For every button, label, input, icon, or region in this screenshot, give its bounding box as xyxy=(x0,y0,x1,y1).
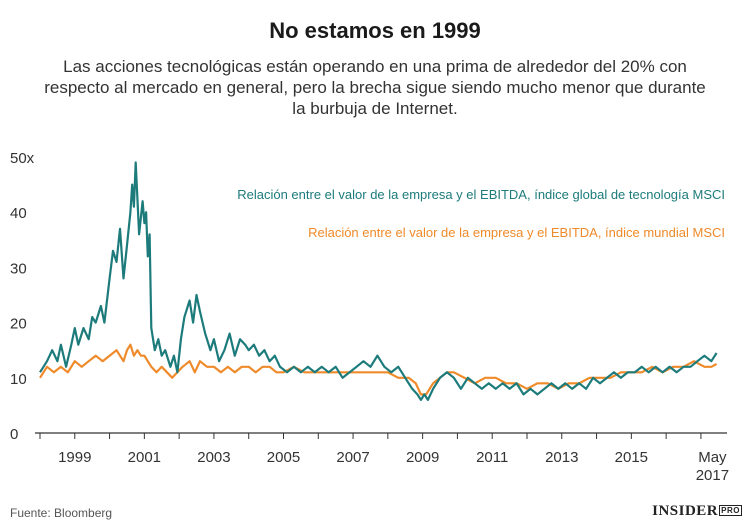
x-tick-label: 2007 xyxy=(336,449,369,466)
series-line-tech xyxy=(39,161,718,401)
x-tick-label: 2011 xyxy=(476,449,508,466)
y-tick-label: 20 xyxy=(10,316,27,333)
x-tick-label: 2013 xyxy=(545,449,578,466)
source-note: Fuente: Bloomberg xyxy=(10,506,113,520)
x-tick-label: 1999 xyxy=(58,449,91,466)
legend-label-tech: Relación entre el valor de la empresa y … xyxy=(237,187,725,202)
y-tick-label: 50x xyxy=(10,150,35,167)
chart-subtitle: Las acciones tecnológicas están operando… xyxy=(44,57,706,118)
y-tick-label: 40 xyxy=(10,205,27,222)
logo-badge: PRO xyxy=(719,505,742,516)
x-tick-label: May 2017 xyxy=(696,449,729,484)
legend-label-world: Relación entre el valor de la empresa y … xyxy=(308,225,725,240)
x-tick-label: 2009 xyxy=(406,449,439,466)
chart-title: No estamos en 1999 xyxy=(269,18,481,43)
y-tick-label: 10 xyxy=(10,371,27,388)
x-tick-label: 2015 xyxy=(615,449,648,466)
legend: Relación entre el valor de la empresa y … xyxy=(237,187,725,240)
x-tick-label: 2001 xyxy=(128,449,161,466)
series-lines xyxy=(39,161,718,401)
y-tick-label: 30 xyxy=(10,260,27,277)
series-line-world xyxy=(39,343,718,396)
insider-pro-logo: INSIDER PRO xyxy=(652,503,742,520)
x-tick-label: 2005 xyxy=(267,449,300,466)
x-tick-label: 2003 xyxy=(197,449,230,466)
y-axis: 0 10 20 30 40 50x xyxy=(10,150,35,443)
y-tick-label: 0 xyxy=(10,426,18,443)
logo-text: INSIDER xyxy=(652,503,719,519)
x-axis: 1999 2001 2003 2005 2007 2009 2011 2013 2015 May 2… xyxy=(35,432,729,484)
